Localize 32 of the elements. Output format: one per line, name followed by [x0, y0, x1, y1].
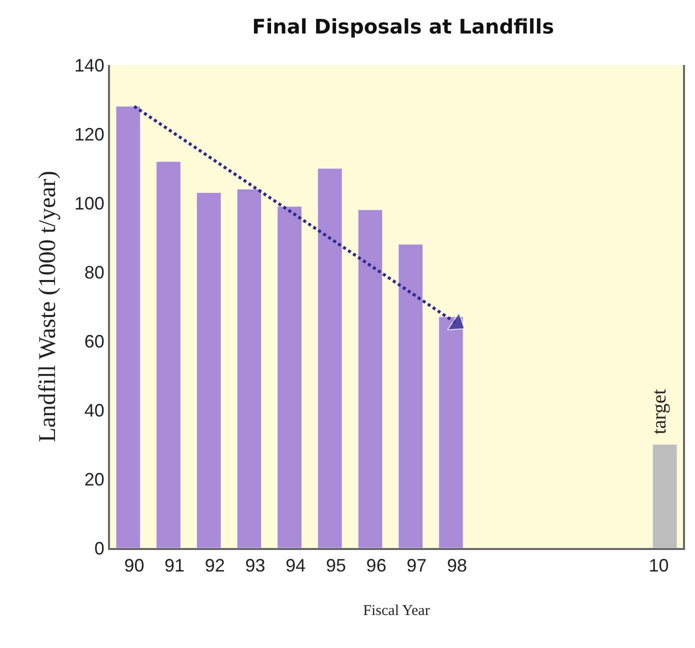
x-tick-label: 93 [245, 556, 266, 576]
bar [236, 188, 262, 548]
x-tick-label: 96 [366, 556, 386, 576]
x-tick-label: 98 [447, 556, 468, 576]
bar [196, 192, 222, 548]
bar [438, 316, 464, 548]
x-tick-label: 97 [406, 556, 427, 576]
x-tick-label: 91 [164, 556, 185, 576]
bar [277, 206, 302, 548]
x-tick-label: 90 [124, 556, 144, 576]
bar [318, 168, 342, 548]
y-tick-label: 20 [84, 469, 104, 490]
bar [116, 106, 141, 548]
y-tick-label: 40 [84, 400, 104, 420]
bar [156, 161, 181, 548]
y-tick-label: 0 [94, 538, 104, 558]
y-tick-label: 100 [74, 193, 104, 214]
y-axis-title: Landfill Waste (1000 t/year) [34, 170, 61, 442]
bar [652, 444, 678, 548]
x-tick-label: 92 [204, 556, 225, 576]
x-tick-label: 94 [286, 556, 306, 576]
x-tick-label: 10 [648, 556, 669, 576]
y-tick-label: 80 [84, 262, 104, 282]
x-axis-title: Fiscal Year [363, 603, 430, 620]
bar [398, 244, 423, 548]
y-tick-label: 60 [84, 331, 104, 352]
annotation: target [648, 388, 670, 434]
y-tick-label: 120 [74, 124, 104, 144]
y-tick-label: 140 [74, 55, 104, 76]
bar [358, 210, 383, 548]
chart-title: Final Disposals at Landfills [252, 14, 554, 38]
x-tick-label: 95 [326, 556, 346, 576]
